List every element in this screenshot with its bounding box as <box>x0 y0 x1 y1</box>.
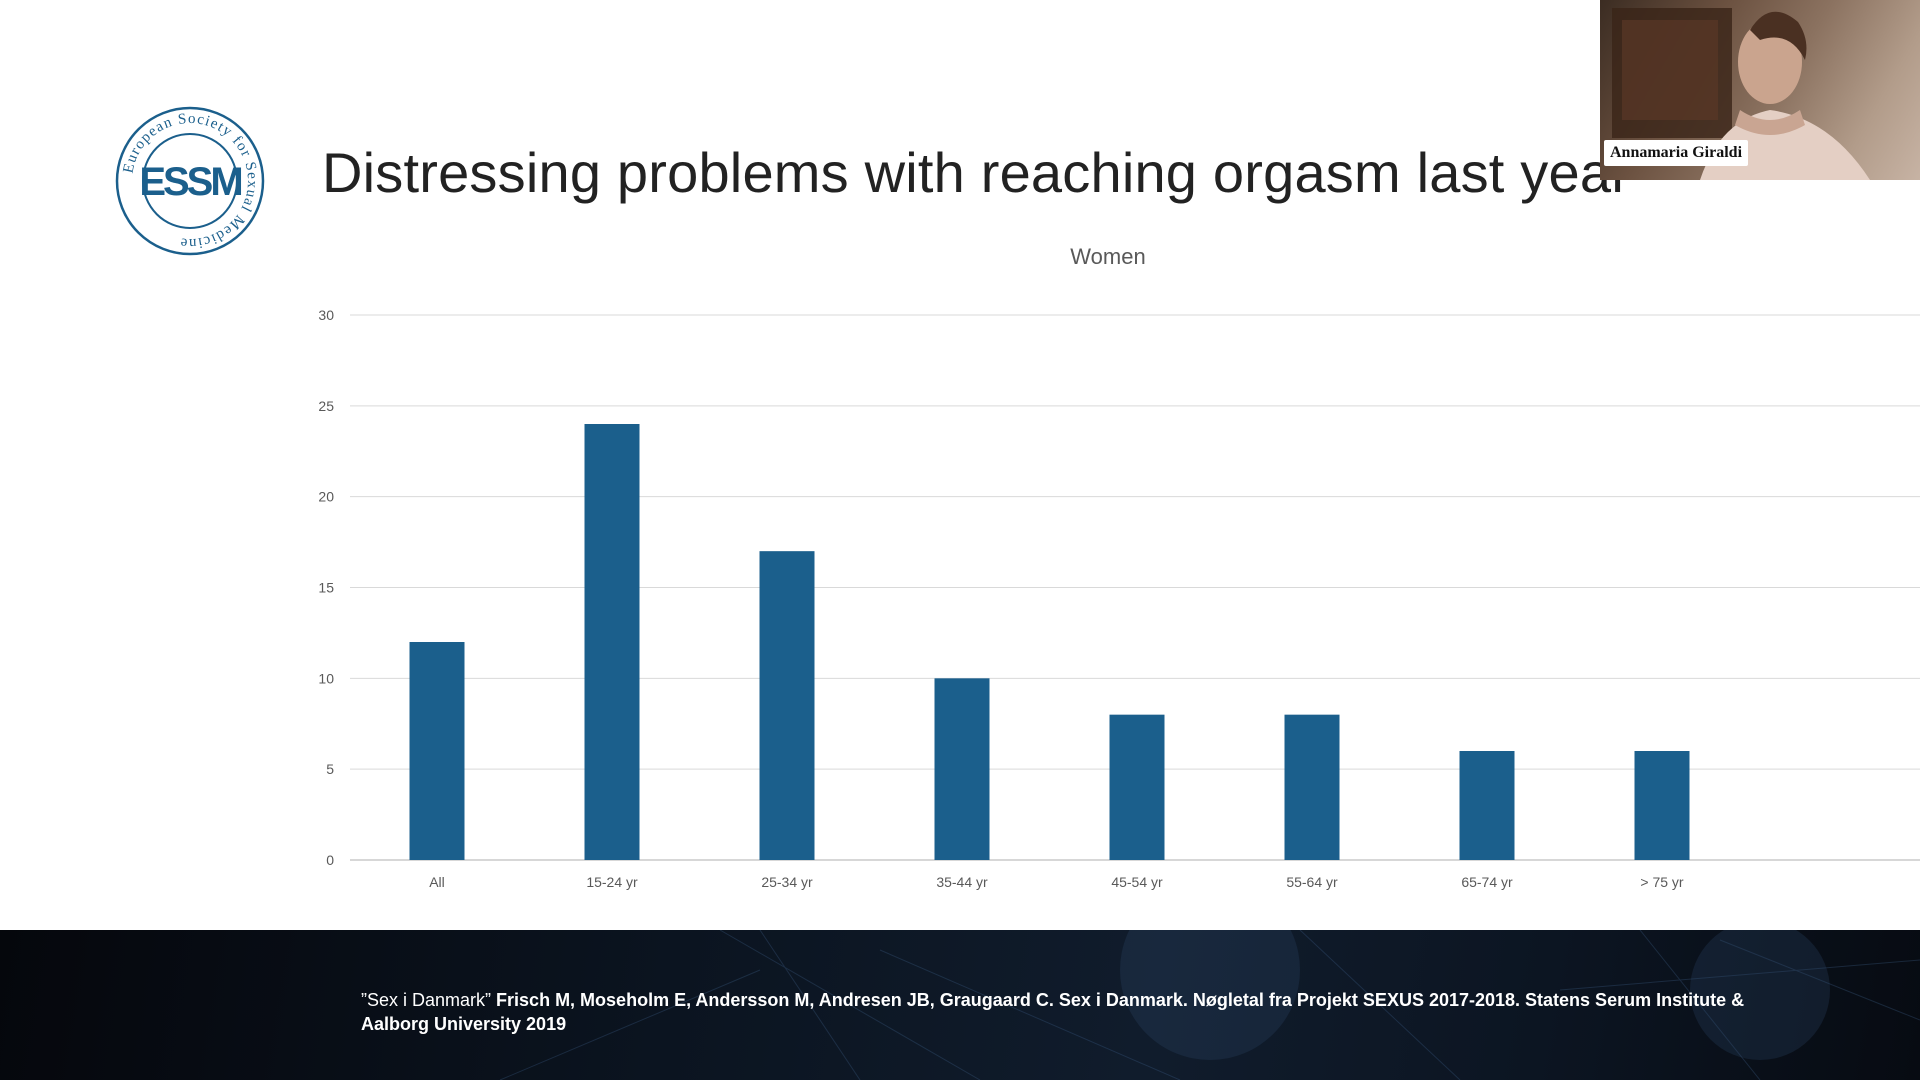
bars <box>409 424 1690 860</box>
essm-logo: European Society for Sexual Medicine ESS… <box>115 106 265 256</box>
x-tick-label: 45-54 yr <box>1111 874 1163 890</box>
slide-title: Distressing problems with reaching orgas… <box>322 141 1631 204</box>
bar <box>1634 751 1690 860</box>
y-tick-label: 20 <box>318 489 334 505</box>
y-tick-label: 10 <box>318 670 334 686</box>
citation-source-name: ”Sex i Danmark” <box>361 990 492 1010</box>
citation-details: Frisch M, Moseholm E, Andersson M, Andre… <box>361 990 1745 1034</box>
bar-chart: Women 0 5 10 15 20 25 30 All 15-24 yr 25-34 yr 35… <box>318 244 1920 890</box>
y-tick-label: 25 <box>318 398 334 414</box>
x-tick-label: All <box>429 874 445 890</box>
chart-title: Women <box>1070 244 1145 269</box>
citation: ”Sex i Danmark” Frisch M, Moseholm E, An… <box>361 988 1781 1036</box>
x-tick-label: 15-24 yr <box>586 874 638 890</box>
bar <box>1109 714 1165 860</box>
participant-video-frame <box>1612 8 1870 180</box>
y-tick-label: 0 <box>326 852 334 868</box>
participant-name-tag: Annamaria Giraldi <box>1604 140 1749 166</box>
footer-background-pattern <box>499 930 1920 1080</box>
x-tick-label: 25-34 yr <box>761 874 813 890</box>
bar <box>934 678 990 860</box>
y-axis-ticks: 0 5 10 15 20 25 30 <box>318 307 334 868</box>
slide-footer: ”Sex i Danmark” Frisch M, Moseholm E, An… <box>0 930 1920 1080</box>
logo-monogram: ESSM <box>139 160 241 204</box>
y-tick-label: 15 <box>318 580 334 596</box>
x-tick-label: 65-74 yr <box>1461 874 1513 890</box>
bar <box>1284 714 1340 860</box>
x-tick-label: 35-44 yr <box>936 874 988 890</box>
bar <box>759 551 815 860</box>
y-tick-label: 5 <box>326 761 334 777</box>
participant-video-tile[interactable]: Annamaria Giraldi <box>1600 0 1920 180</box>
x-tick-label: 55-64 yr <box>1286 874 1338 890</box>
x-axis-ticks: All 15-24 yr 25-34 yr 35-44 yr 45-54 yr 55-64… <box>429 874 1684 890</box>
x-tick-label: > 75 yr <box>1640 874 1684 890</box>
bar <box>1459 751 1515 860</box>
y-tick-label: 30 <box>318 307 334 323</box>
bar <box>409 642 465 860</box>
bar <box>584 424 640 860</box>
